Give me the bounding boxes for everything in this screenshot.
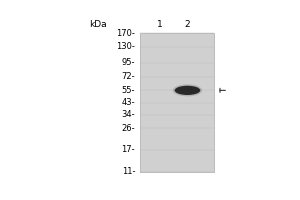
Text: 130-: 130- <box>116 42 135 51</box>
Text: 95-: 95- <box>122 58 135 67</box>
Text: 170-: 170- <box>116 29 135 38</box>
Text: 26-: 26- <box>122 124 135 133</box>
Text: 72-: 72- <box>122 72 135 81</box>
Text: kDa: kDa <box>90 20 107 29</box>
Text: 34-: 34- <box>122 110 135 119</box>
Text: 55-: 55- <box>122 86 135 95</box>
Text: 11-: 11- <box>122 167 135 176</box>
Text: 17-: 17- <box>122 145 135 154</box>
Text: 2: 2 <box>185 20 190 29</box>
Ellipse shape <box>175 86 200 95</box>
Text: 43-: 43- <box>122 98 135 107</box>
Ellipse shape <box>173 84 202 96</box>
Text: 1: 1 <box>157 20 162 29</box>
FancyBboxPatch shape <box>140 33 214 172</box>
